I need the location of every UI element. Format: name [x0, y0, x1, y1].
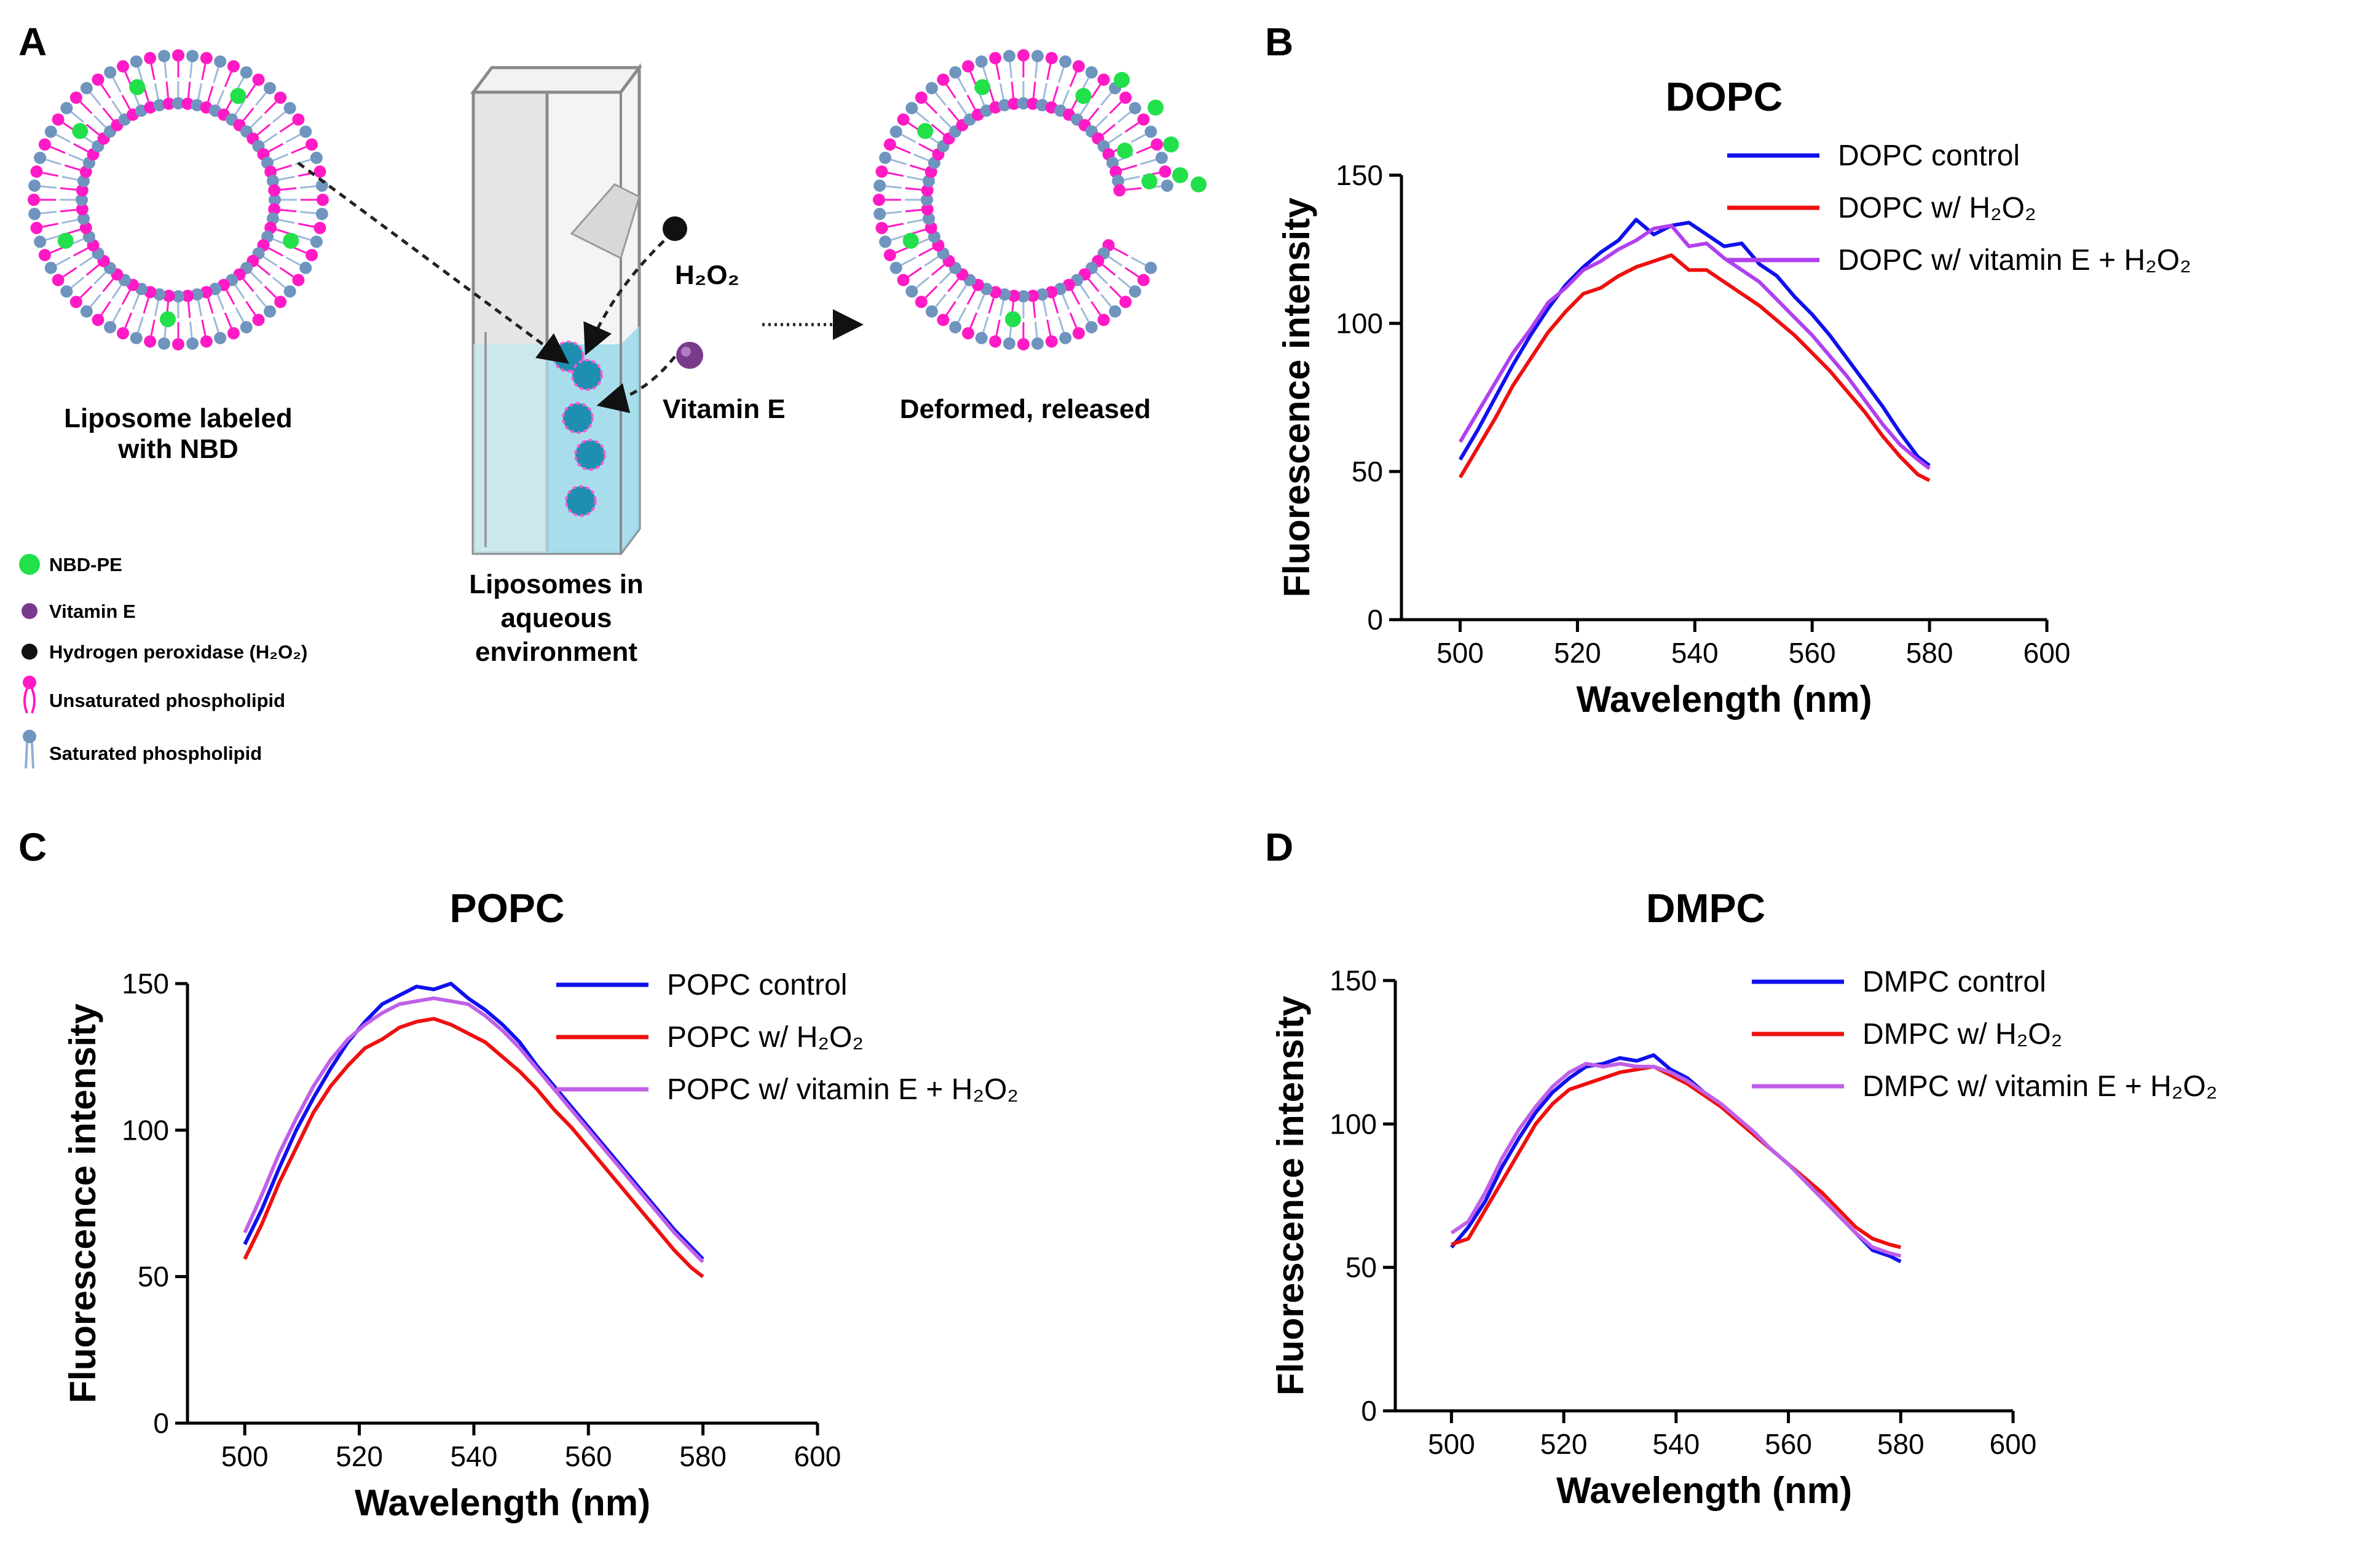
- liposome-labeled-icon: [28, 49, 329, 350]
- series-line-1: [243, 982, 704, 1261]
- chart-title: POPC: [449, 885, 564, 931]
- legend-label: DOPC w/ H₂O₂: [1838, 192, 2036, 224]
- chart-dmpc: DMPC 0 50 100 150 500 520 540 560 580 600 Wavelengt…: [1270, 885, 2217, 1511]
- series-line-3: [1450, 1062, 1902, 1258]
- y-tick-label: 150: [1336, 159, 1383, 191]
- h2o2-molecule-icon: [663, 216, 687, 241]
- legend-label: POPC w/ vitamin E + H₂O₂: [667, 1073, 1019, 1106]
- legend-label: POPC control: [667, 969, 847, 1001]
- chart-title: DOPC: [1666, 74, 1783, 119]
- legend-label: DMPC w/ vitamin E + H₂O₂: [1862, 1070, 2217, 1103]
- key-label-h2o2: Hydrogen peroxidase (H₂O₂): [49, 641, 307, 663]
- x-axis-label: Wavelength (nm): [355, 1482, 650, 1523]
- legend-label: POPC w/ H₂O₂: [667, 1021, 864, 1054]
- y-tick-label: 0: [1367, 604, 1383, 636]
- y-tick-label: 50: [1346, 1252, 1377, 1284]
- x-tick-label: 500: [1436, 637, 1484, 669]
- y-tick-label: 50: [138, 1261, 169, 1293]
- x-tick-label: 520: [336, 1440, 383, 1472]
- liposome-deformed-icon: [873, 49, 1207, 350]
- y-tick-label: 100: [1330, 1108, 1377, 1140]
- saturated-lipid-key-icon: [23, 730, 36, 769]
- legend-label: DMPC w/ H₂O₂: [1862, 1018, 2062, 1051]
- x-tick-label: 560: [1765, 1428, 1812, 1460]
- vitamin-e-label: Vitamin E: [663, 394, 786, 424]
- y-tick-label: 100: [1336, 307, 1383, 339]
- x-tick-label: 580: [1877, 1428, 1925, 1460]
- cuvette-label-line1: Liposomes in: [469, 569, 644, 599]
- cuvette-icon: [470, 63, 642, 555]
- chart-title: DMPC: [1646, 885, 1765, 931]
- y-tick-label: 150: [122, 968, 169, 1000]
- panel-label-a: A: [18, 20, 47, 64]
- x-tick-label: 560: [565, 1440, 612, 1472]
- schematic-key: NBD-PE Vitamin E Hydrogen peroxidase (H₂…: [19, 554, 307, 769]
- panel-label-c: C: [18, 825, 47, 869]
- key-label-saturated: Saturated phospholipid: [49, 743, 262, 764]
- x-tick-label: 520: [1554, 637, 1601, 669]
- y-tick-label: 150: [1330, 965, 1377, 997]
- panel-label-b: B: [1265, 20, 1293, 64]
- deformed-label: Deformed, released: [900, 394, 1151, 424]
- y-tick-label: 50: [1352, 456, 1383, 487]
- h2o2-key-icon: [22, 644, 37, 660]
- series-line-3: [1458, 223, 1931, 470]
- series-line-3: [243, 996, 704, 1263]
- schematic-panel: Liposome labeled with NBD H₂O₂ Vitamin E…: [19, 49, 1207, 769]
- x-tick-label: 540: [451, 1440, 498, 1472]
- x-tick-label: 540: [1652, 1428, 1700, 1460]
- key-label-nbd-pe: NBD-PE: [49, 554, 122, 575]
- x-tick-label: 540: [1671, 637, 1719, 669]
- key-label-vitamin-e: Vitamin E: [49, 601, 136, 622]
- h2o2-label: H₂O₂: [675, 260, 739, 290]
- x-tick-label: 580: [1906, 637, 1953, 669]
- x-tick-label: 500: [1428, 1428, 1475, 1460]
- x-tick-label: 600: [2023, 637, 2071, 669]
- key-label-unsaturated: Unsaturated phospholipid: [49, 690, 285, 711]
- nbd-pe-key-icon: [19, 554, 40, 575]
- vitamin-e-molecule-icon: [676, 342, 703, 369]
- chart-dopc: DOPC 0 50 100 150 500 520 540 560 580 600 Wavelengt…: [1276, 74, 2191, 720]
- x-tick-label: 560: [1789, 637, 1836, 669]
- series-line-2: [243, 1017, 704, 1279]
- series-line-1: [1458, 218, 1931, 467]
- series-line-2: [1458, 253, 1931, 483]
- liposome-label-line2: with NBD: [117, 434, 238, 464]
- liposome-label-line1: Liposome labeled: [64, 403, 293, 433]
- y-tick-label: 0: [1361, 1395, 1377, 1427]
- x-axis-label: Wavelength (nm): [1576, 679, 1872, 720]
- series-line-2: [1451, 1065, 1902, 1249]
- x-axis-label: Wavelength (nm): [1556, 1470, 1852, 1511]
- y-tick-label: 100: [122, 1114, 169, 1146]
- y-axis-label: Fluorescence intensity: [1270, 995, 1311, 1395]
- y-tick-label: 0: [153, 1407, 169, 1439]
- dashed-arrows: [297, 161, 676, 413]
- y-axis-label: Fluorescence intensity: [62, 1003, 103, 1403]
- x-tick-label: 500: [221, 1440, 269, 1472]
- panel-label-d: D: [1265, 825, 1293, 869]
- cuvette-label-line2: aqueous: [501, 603, 612, 633]
- legend-label: DMPC control: [1862, 966, 2046, 998]
- x-tick-label: 580: [679, 1440, 727, 1472]
- x-tick-label: 600: [794, 1440, 841, 1472]
- y-axis-label: Fluorescence intensity: [1276, 197, 1317, 598]
- vitamin-e-key-icon: [22, 603, 37, 619]
- chart-popc: POPC 0 50 100 150 500 520 540 560 580 600 Wavelengt…: [62, 885, 1019, 1523]
- cuvette-label-line3: environment: [475, 637, 637, 667]
- x-tick-label: 520: [1540, 1428, 1588, 1460]
- unsaturated-lipid-key-icon: [23, 676, 36, 714]
- x-tick-label: 600: [1990, 1428, 2037, 1460]
- legend-label: DOPC w/ vitamin E + H₂O₂: [1838, 244, 2191, 277]
- legend-label: DOPC control: [1838, 140, 2020, 172]
